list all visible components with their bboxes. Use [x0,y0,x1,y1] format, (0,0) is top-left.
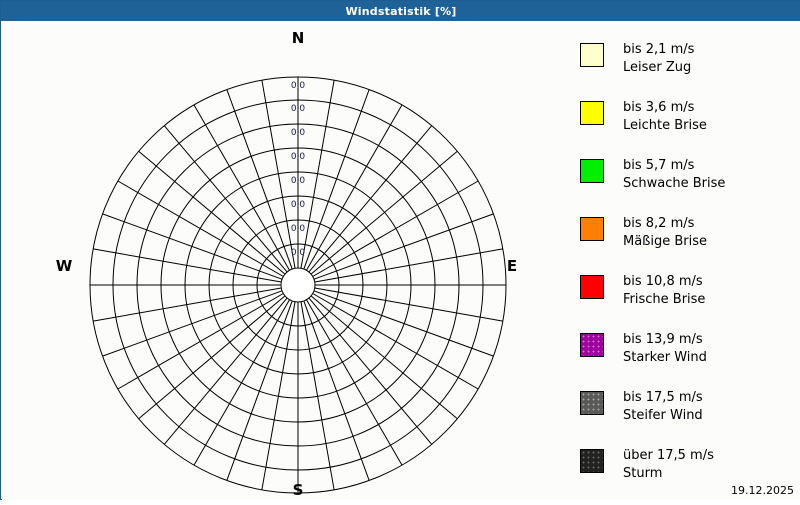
legend-item: über 17,5 m/s Sturm [580,447,795,493]
legend-speed-range: bis 2,1 m/s [623,42,695,57]
legend-beaufort-name: Sturm [623,466,663,482]
legend-item-text: bis 2,1 m/s Leiser Zug [623,41,694,78]
radial-tick-label: 0,0 [291,128,306,138]
legend-color-swatch [580,391,604,415]
legend-beaufort-name: Frische Brise [623,292,706,308]
legend-item-text: bis 8,2 m/s Mäßige Brise [623,215,707,252]
wind-rose-center-hub [280,267,316,303]
wind-rose-grid [89,76,507,494]
wind-rose-chart: 0,0 0,0 0,0 0,0 0,0 0,0 0,0 0,0 N E S W [2,21,562,500]
radial-axis-tick-labels: 0,0 0,0 0,0 0,0 0,0 0,0 0,0 0,0 [291,81,306,258]
legend-beaufort-name: Mäßige Brise [623,234,708,250]
legend-beaufort-name: Steifer Wind [623,408,703,424]
legend-item: bis 3,6 m/s Leichte Brise [580,99,795,145]
legend-item-text: bis 5,7 m/s Schwache Brise [623,157,725,194]
legend-item: bis 10,8 m/s Frische Brise [580,273,795,319]
legend-color-swatch [580,43,604,67]
legend-color-swatch [580,217,604,241]
radial-tick-label: 0,0 [291,176,306,186]
compass-label-west: W [56,257,73,275]
legend-speed-range: bis 5,7 m/s [623,158,695,173]
window-titlebar: Windstatistik [%] [1,1,800,21]
legend-item-text: bis 3,6 m/s Leichte Brise [623,99,707,136]
wind-rose-svg: 0,0 0,0 0,0 0,0 0,0 0,0 0,0 0,0 N E S W [56,29,517,499]
legend-color-swatch [580,333,604,357]
legend-item-text: über 17,5 m/s Sturm [623,447,714,484]
legend-item: bis 8,2 m/s Mäßige Brise [580,215,795,261]
legend-item: bis 13,9 m/s Starker Wind [580,331,795,377]
legend-speed-range: bis 13,9 m/s [623,332,703,347]
legend-item: bis 5,7 m/s Schwache Brise [580,157,795,203]
legend-item-text: bis 13,9 m/s Starker Wind [623,331,707,368]
legend-speed-range: über 17,5 m/s [623,448,714,463]
radial-tick-label: 0,0 [291,104,306,114]
date-stamp: 19.12.2025 [731,484,794,497]
legend-color-swatch [580,275,604,299]
legend-speed-range: bis 10,8 m/s [623,274,703,289]
legend-item: bis 17,5 m/s Steifer Wind [580,389,795,435]
window-title: Windstatistik [%] [345,4,457,18]
legend-item: bis 2,1 m/s Leiser Zug [580,41,795,87]
legend-speed-range: bis 8,2 m/s [623,216,695,231]
radial-tick-label: 0,0 [291,224,306,234]
legend-speed-range: bis 3,6 m/s [623,100,695,115]
radial-tick-label: 0,0 [291,152,306,162]
legend-color-swatch [580,159,604,183]
radial-tick-label: 0,0 [291,200,306,210]
legend-item-text: bis 17,5 m/s Steifer Wind [623,389,703,426]
radial-tick-label: 0,0 [291,81,306,91]
compass-label-east: E [507,257,517,275]
legend-beaufort-name: Leichte Brise [623,118,707,134]
compass-label-north: N [292,29,305,47]
legend-speed-range: bis 17,5 m/s [623,390,703,405]
legend-beaufort-name: Starker Wind [623,350,707,366]
legend-beaufort-name: Schwache Brise [623,176,726,192]
legend-color-swatch [580,101,604,125]
legend-item-text: bis 10,8 m/s Frische Brise [623,273,705,310]
compass-label-south: S [293,481,304,499]
legend: bis 2,1 m/s Leiser Zug bis 3,6 m/s Leich… [580,41,795,505]
content-area: 0,0 0,0 0,0 0,0 0,0 0,0 0,0 0,0 N E S W bis 2,1… [2,21,800,500]
radial-tick-label: 0,0 [291,248,306,258]
legend-beaufort-name: Leiser Zug [623,60,692,76]
legend-color-swatch [580,449,604,473]
